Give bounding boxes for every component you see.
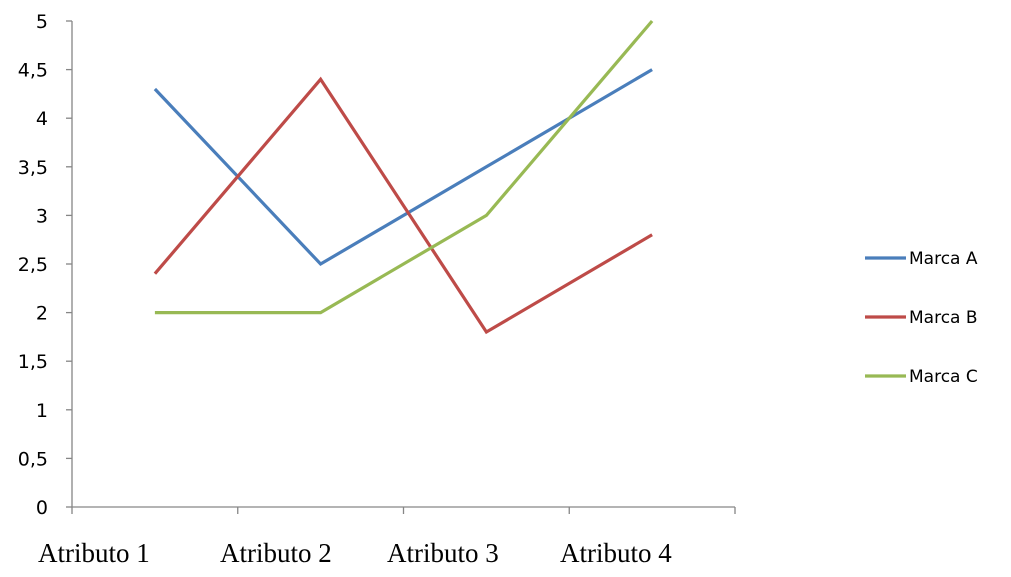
y-tick-label: 0,5 (18, 448, 48, 470)
y-tick-label: 0 (36, 497, 48, 519)
y-tick-label: 1 (36, 400, 48, 422)
y-tick-label: 3,5 (18, 157, 48, 179)
chart-axes (66, 20, 736, 514)
y-tick-label: 4 (36, 108, 48, 130)
x-category-label: Atributo 4 (560, 538, 672, 568)
y-tick-label: 2 (36, 303, 48, 325)
y-tick-label: 2,5 (18, 254, 48, 276)
series-line-1 (153, 68, 653, 267)
legend-label: Marca B (909, 308, 978, 328)
legend-label: Marca A (909, 249, 978, 269)
series-line-3 (154, 19, 654, 315)
y-tick-label: 5 (36, 11, 48, 33)
x-category-label: Atributo 2 (220, 538, 332, 568)
y-tick-label: 1,5 (18, 351, 48, 373)
y-axis-tick-labels: 0 0,5 1 1,5 2 2,5 3 3,5 4 4,5 5 (18, 11, 48, 519)
x-category-label: Atributo 3 (387, 538, 499, 568)
legend-label: Marca C (909, 367, 978, 387)
y-tick-label: 3 (36, 205, 48, 227)
series-lines (153, 19, 654, 335)
series-line-2 (153, 76, 653, 335)
y-tick-label: 4,5 (18, 60, 48, 82)
legend: Marca A Marca B Marca C (865, 249, 978, 387)
x-category-label: Atributo 1 (38, 538, 150, 568)
